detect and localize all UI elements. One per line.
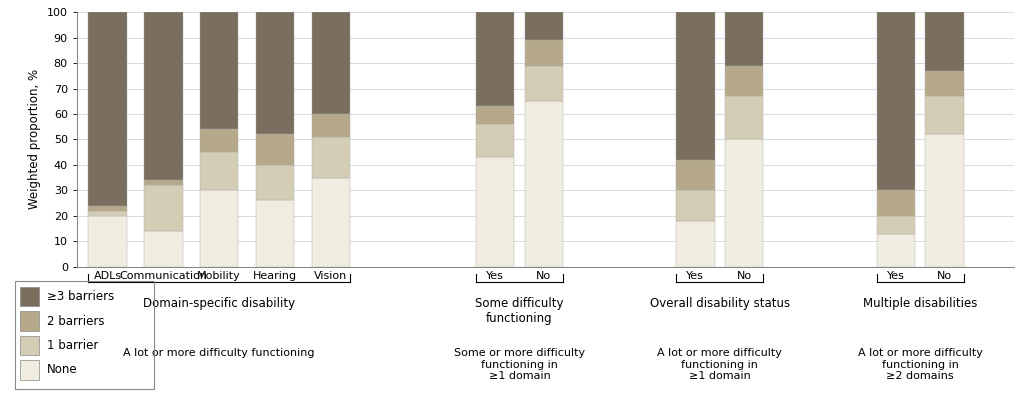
Bar bbox=[256, 134, 294, 165]
Bar bbox=[877, 190, 915, 216]
Bar bbox=[144, 185, 182, 231]
Bar bbox=[524, 101, 563, 267]
Bar bbox=[88, 12, 127, 206]
Text: 1 barrier: 1 barrier bbox=[47, 339, 98, 352]
Bar bbox=[877, 216, 915, 234]
Bar bbox=[725, 66, 764, 96]
Bar bbox=[200, 152, 239, 190]
Text: Domain-specific disability: Domain-specific disability bbox=[143, 297, 295, 310]
Bar bbox=[256, 201, 294, 267]
Text: Some or more difficulty
functioning in
≥1 domain: Some or more difficulty functioning in ≥… bbox=[454, 348, 585, 381]
Bar bbox=[926, 12, 964, 71]
Bar bbox=[88, 211, 127, 216]
Bar bbox=[676, 221, 715, 267]
Bar bbox=[524, 40, 563, 66]
Bar bbox=[725, 12, 764, 66]
Bar bbox=[144, 180, 182, 185]
Bar bbox=[524, 66, 563, 101]
Text: A lot or more difficulty functioning: A lot or more difficulty functioning bbox=[124, 348, 315, 358]
Bar bbox=[476, 157, 514, 267]
Bar bbox=[311, 12, 350, 114]
Bar bbox=[144, 231, 182, 267]
Bar bbox=[725, 96, 764, 140]
Bar bbox=[311, 114, 350, 137]
Bar bbox=[926, 96, 964, 134]
Y-axis label: Weighted proportion, %: Weighted proportion, % bbox=[29, 69, 41, 210]
Bar bbox=[311, 137, 350, 177]
Bar bbox=[88, 206, 127, 211]
Bar bbox=[311, 177, 350, 267]
Text: Some difficulty
functioning: Some difficulty functioning bbox=[475, 297, 563, 325]
Bar bbox=[877, 12, 915, 190]
Bar bbox=[524, 12, 563, 40]
Bar bbox=[200, 129, 239, 152]
Bar bbox=[676, 12, 715, 160]
Bar bbox=[676, 190, 715, 221]
Bar bbox=[200, 12, 239, 129]
Bar bbox=[88, 216, 127, 267]
Bar bbox=[256, 165, 294, 201]
Bar bbox=[476, 124, 514, 157]
Bar bbox=[877, 234, 915, 267]
Bar bbox=[200, 190, 239, 267]
Text: 2 barriers: 2 barriers bbox=[47, 315, 104, 328]
Bar bbox=[926, 71, 964, 96]
Bar bbox=[144, 12, 182, 180]
Text: None: None bbox=[47, 363, 78, 376]
Text: A lot or more difficulty
functioning in
≥2 domains: A lot or more difficulty functioning in … bbox=[858, 348, 983, 381]
Text: ≥3 barriers: ≥3 barriers bbox=[47, 290, 115, 303]
Bar bbox=[926, 134, 964, 267]
Bar bbox=[476, 12, 514, 106]
Bar bbox=[725, 140, 764, 267]
Bar bbox=[476, 106, 514, 124]
Text: Overall disability status: Overall disability status bbox=[650, 297, 790, 310]
Text: A lot or more difficulty
functioning in
≥1 domain: A lot or more difficulty functioning in … bbox=[657, 348, 782, 381]
Bar bbox=[256, 12, 294, 134]
Bar bbox=[676, 160, 715, 190]
Text: Multiple disabilities: Multiple disabilities bbox=[863, 297, 977, 310]
